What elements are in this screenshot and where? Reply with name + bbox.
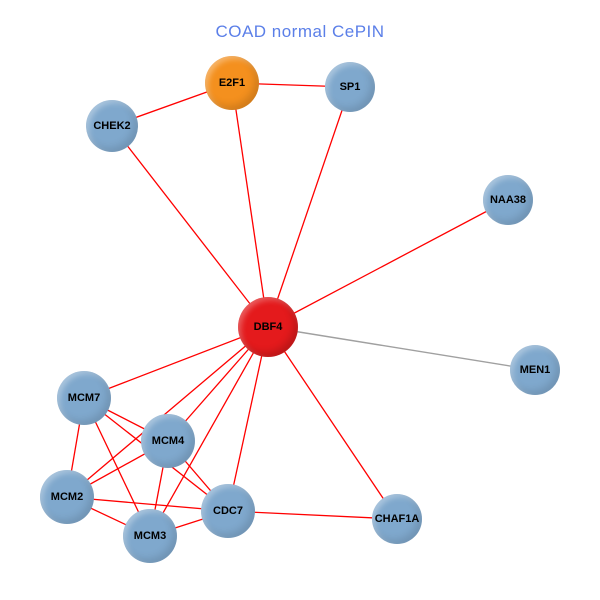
gene-node-label-sp1: SP1 [340,82,361,93]
gene-node-chek2[interactable]: CHEK2 [86,100,138,152]
gene-node-label-naa38: NAA38 [490,195,526,206]
edge-SP1-DBF4 [268,87,350,327]
network-graph-canvas: COAD normal CePIN E2F1 SP1 CHEK2 NAA38 MEN1 D… [0,0,600,600]
gene-node-label-mcm2: MCM2 [51,492,83,503]
gene-node-chaf1a[interactable]: CHAF1A [372,494,422,544]
gene-node-naa38[interactable]: NAA38 [483,175,533,225]
edge-DBF4-CHAF1A [268,327,397,519]
chart-title: COAD normal CePIN [0,22,600,42]
gene-node-mcm2[interactable]: MCM2 [40,470,94,524]
edge-E2F1-DBF4 [232,83,268,327]
gene-node-label-chek2: CHEK2 [93,121,130,132]
edge-DBF4-NAA38 [268,200,508,327]
gene-node-label-cdc7: CDC7 [213,506,243,517]
gene-node-e2f1[interactable]: E2F1 [205,56,259,110]
gene-node-mcm7[interactable]: MCM7 [57,371,111,425]
gene-node-cdc7[interactable]: CDC7 [201,484,255,538]
gene-node-mcm4[interactable]: MCM4 [141,414,195,468]
edge-CHEK2-DBF4 [112,126,268,327]
gene-node-label-mcm7: MCM7 [68,393,100,404]
gene-node-label-mcm4: MCM4 [152,436,184,447]
gene-node-label-chaf1a: CHAF1A [375,514,420,525]
gene-node-dbf4[interactable]: DBF4 [238,297,298,357]
edge-DBF4-MEN1 [268,327,535,370]
gene-node-mcm3[interactable]: MCM3 [123,509,177,563]
gene-node-label-e2f1: E2F1 [219,78,245,89]
gene-node-men1[interactable]: MEN1 [510,345,560,395]
gene-node-label-mcm3: MCM3 [134,531,166,542]
gene-node-sp1[interactable]: SP1 [325,62,375,112]
gene-node-label-dbf4: DBF4 [254,322,283,333]
gene-node-label-men1: MEN1 [520,365,551,376]
